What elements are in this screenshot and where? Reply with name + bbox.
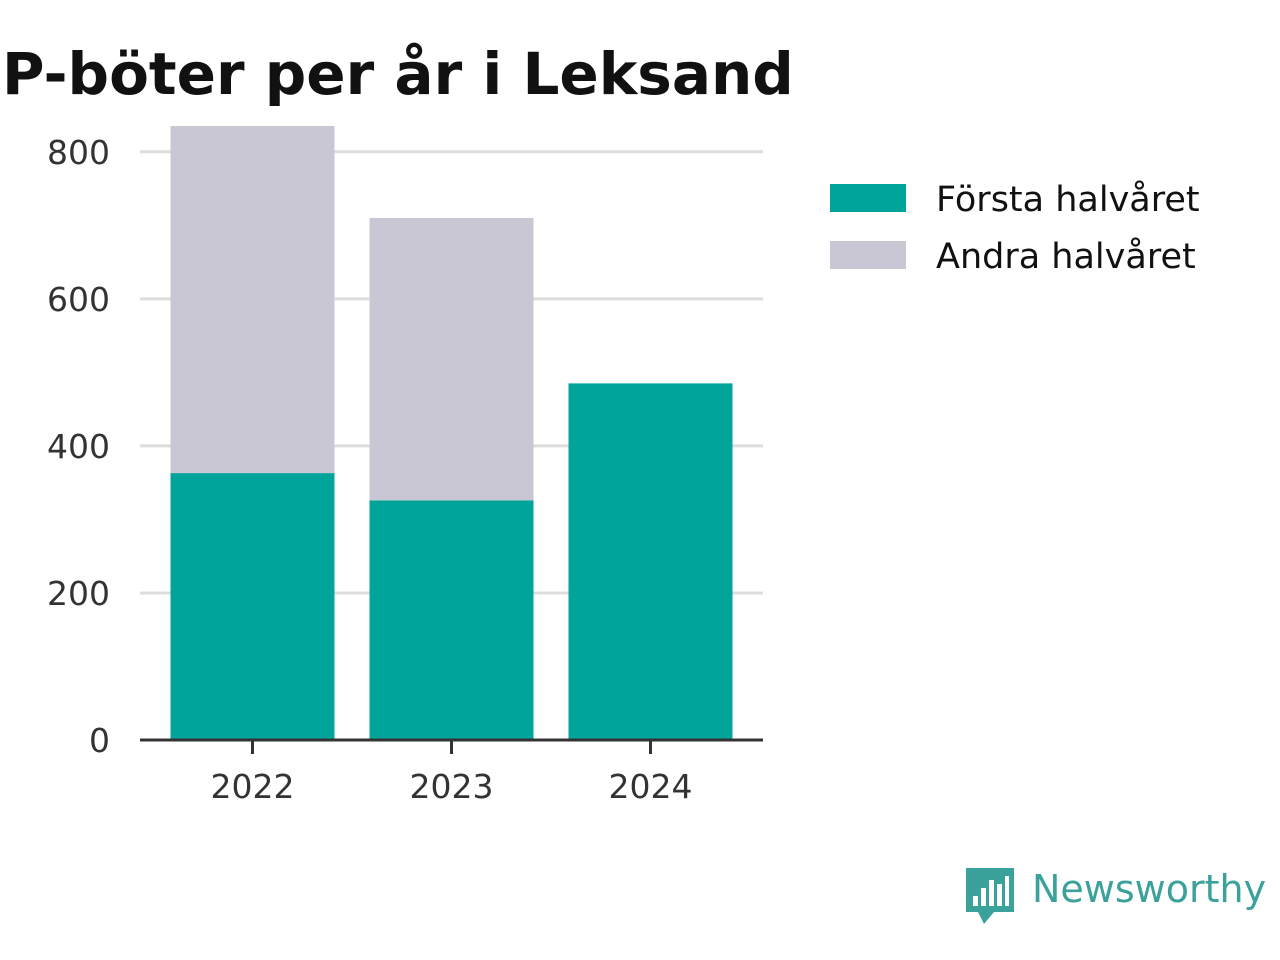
brand-logo: Newsworthy: [966, 867, 1266, 924]
x-tick-label: 2023: [410, 767, 494, 806]
legend-label-1: Andra halvåret: [936, 236, 1196, 277]
bar-2022-series-0: [170, 473, 335, 740]
newsworthy-logo-icon: [966, 868, 1014, 924]
legend-swatch-1: [830, 241, 906, 269]
axes: 0 200 400 600 800 2022 2023 2024: [47, 133, 763, 806]
y-tick-label: 0: [89, 721, 110, 760]
bar-2023-series-0: [369, 500, 534, 740]
y-tick-label: 600: [47, 280, 110, 319]
y-tick-label: 400: [47, 427, 110, 466]
bar-2024-series-0: [568, 383, 733, 740]
legend: Första halvåret Andra halvåret: [830, 179, 1200, 277]
bars: [170, 126, 733, 740]
y-tick-label: 800: [47, 133, 110, 172]
legend-swatch-0: [830, 184, 906, 212]
x-tick-label: 2024: [609, 767, 693, 806]
y-tick-label: 200: [47, 574, 110, 613]
chart-title: P-böter per år i Leksand: [2, 40, 794, 108]
legend-label-0: Första halvåret: [936, 179, 1200, 220]
bar-2022-series-1: [170, 126, 335, 474]
brand-name: Newsworthy: [1032, 867, 1266, 911]
x-tick-label: 2022: [211, 767, 295, 806]
bar-2023-series-1: [369, 217, 534, 501]
